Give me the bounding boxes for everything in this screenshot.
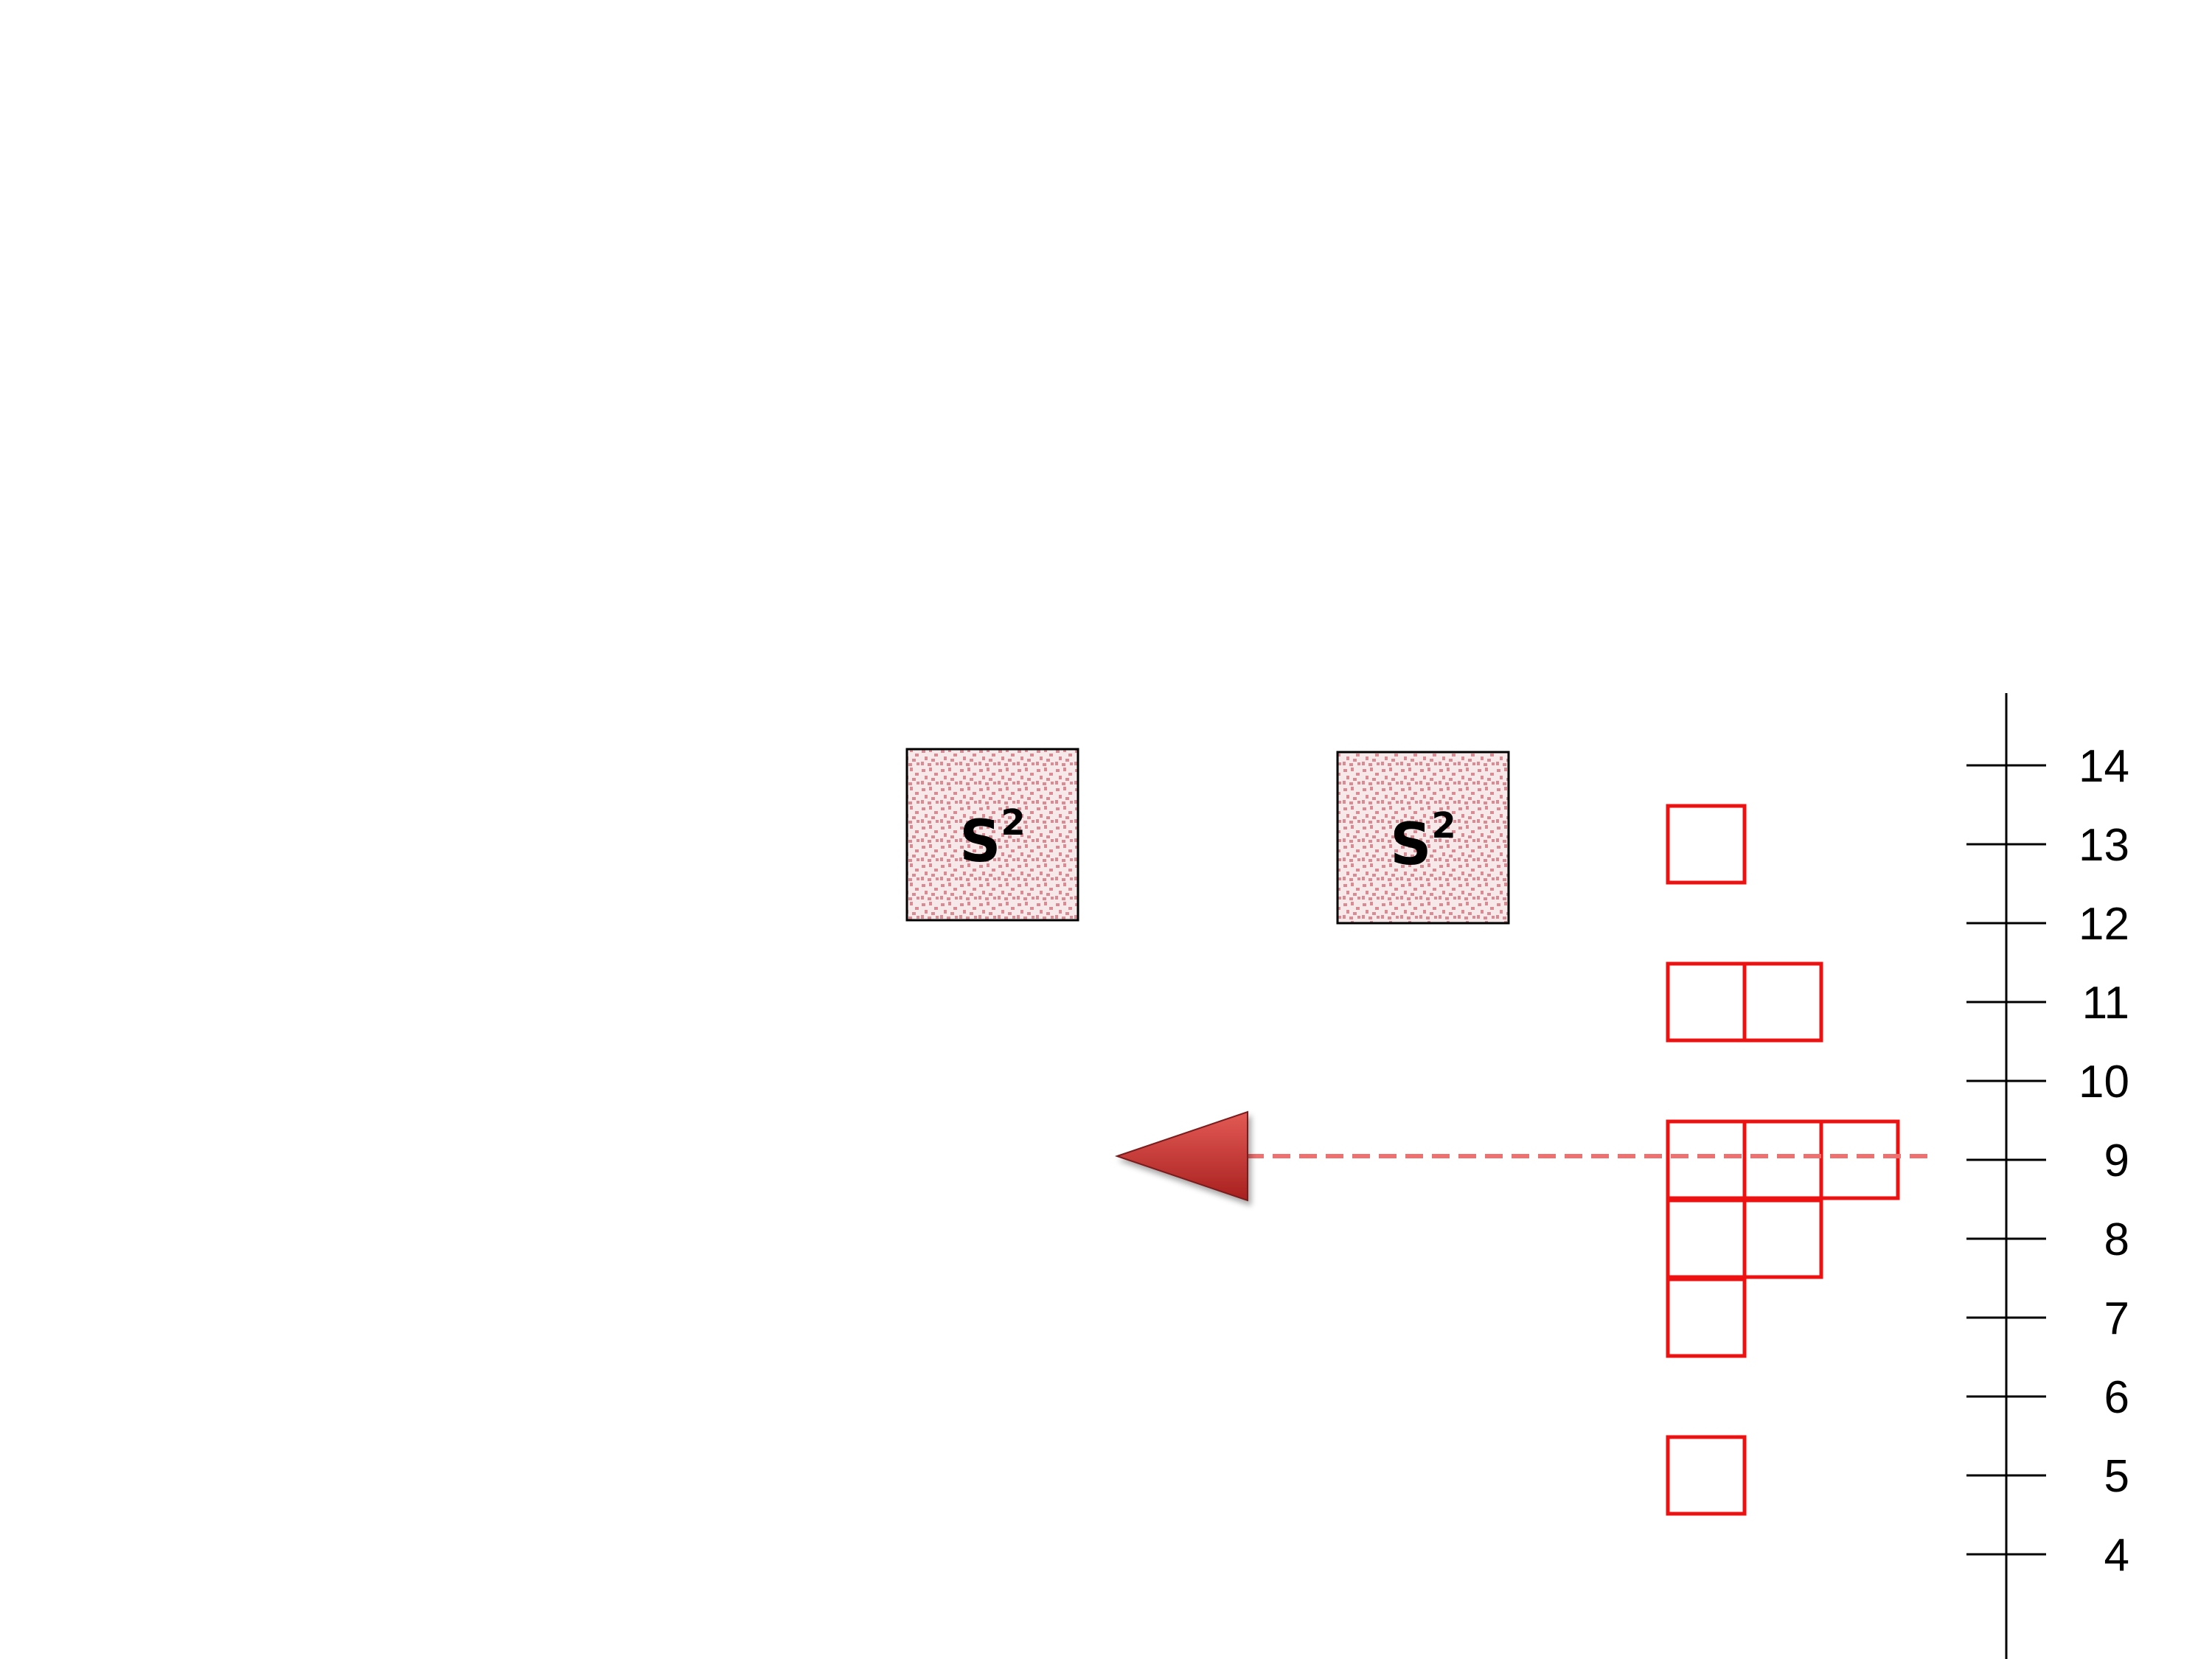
axis-tick-label: 11 [2082,978,2129,1029]
s-squared-square: S2 [905,748,1079,922]
s-squared-square-box [905,748,1079,922]
red-cell [1819,1119,1900,1200]
axis-tick-label: 14 [2079,741,2129,792]
axis-tick-label: 13 [2079,820,2129,871]
red-cell [1666,1119,1747,1200]
axis-tick-label: 7 [2104,1293,2129,1344]
s-superscript: 2 [1001,802,1025,844]
s-squared-label: S2 [1390,805,1456,878]
axis-tick-label: 6 [2104,1372,2129,1423]
s-squared-square-box [1336,751,1510,925]
red-cell [1666,1277,1747,1358]
axis-tick-label: 8 [2104,1214,2129,1265]
left-arrow-icon [1114,1110,1248,1202]
axis-tick-label: 12 [2079,899,2129,950]
red-cell [1742,1198,1823,1279]
red-cell [1742,1119,1823,1200]
red-cell [1666,1435,1747,1516]
axis-tick-label: 9 [2104,1135,2129,1186]
axis-tick-label: 5 [2104,1451,2129,1502]
s-squared-label: S2 [959,802,1026,875]
red-cell [1742,961,1823,1043]
red-cell [1666,1198,1747,1279]
s-letter: S [959,809,1001,875]
axis-tick-label: 4 [2104,1530,2129,1581]
s-letter: S [1390,812,1431,878]
s-squared-square: S2 [1336,751,1510,925]
axis-tick-label: 10 [2079,1057,2129,1107]
red-cell-stacks [1666,804,1900,1516]
red-cell [1666,804,1747,885]
number-axis: 4 5 6 7 8 9 10 11 12 13 14 [1966,693,2129,1659]
red-cell [1666,961,1747,1043]
s-superscript: 2 [1431,805,1455,846]
